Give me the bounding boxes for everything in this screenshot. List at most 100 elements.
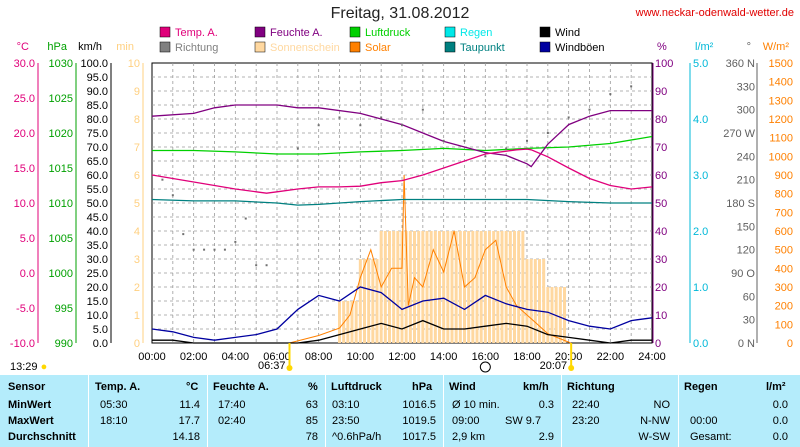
legend-swatch <box>444 26 456 38</box>
sunshine-bar <box>417 231 421 343</box>
y-tick-label: 240 <box>737 151 755 163</box>
direction-point <box>567 116 570 119</box>
direction-point <box>526 139 528 142</box>
sunshine-bar <box>533 259 537 343</box>
axis-unit-label: W/m² <box>763 41 790 53</box>
y-tick-label: 0.0 <box>693 338 708 350</box>
table-header-rain-unit: l/m² <box>766 381 786 393</box>
y-tick-label: 5.0 <box>93 324 108 336</box>
y-tick-label: 1025 <box>49 93 73 105</box>
y-tick-label: 1000 <box>769 151 793 163</box>
y-tick-label: 360 N <box>726 58 755 70</box>
table-header-wind: Wind <box>449 381 476 393</box>
table-header-dir: Richtung <box>567 381 615 393</box>
legend-label: Solar <box>365 42 391 54</box>
site-link[interactable]: www.neckar-odenwald-wetter.de <box>635 7 794 19</box>
y-tick-label: 2.0 <box>693 226 708 238</box>
direction-point <box>161 178 164 181</box>
axis-unit-label: min <box>116 41 134 53</box>
sunshine-bar <box>413 231 416 343</box>
direction-point <box>296 147 299 150</box>
axis-unit-label: km/h <box>78 41 102 53</box>
y-tick-label: 90 <box>655 86 667 98</box>
y-tick-label: 120 <box>737 245 755 257</box>
sunshine-bar <box>438 231 441 343</box>
y-tick-label: 10.0 <box>87 310 108 322</box>
y-tick-label: 1015 <box>49 163 73 175</box>
y-tick-label: 3 <box>134 254 140 266</box>
sunshine-bar <box>546 287 550 343</box>
direction-point <box>338 116 341 119</box>
sunshine-bar <box>521 231 525 343</box>
table-header-temp: Temp. A. <box>95 381 141 393</box>
sunshine-bar <box>525 259 529 343</box>
table-cell-w-dir: SW 9.7 <box>505 415 542 427</box>
direction-point <box>234 240 237 243</box>
sun-duration: 13:29 ● <box>10 361 47 373</box>
legend-label: Richtung <box>175 42 218 54</box>
direction-point <box>171 194 174 197</box>
sun-time-label: 06:37 <box>258 360 286 372</box>
legend-swatch <box>349 26 361 38</box>
sunshine-bar <box>496 231 500 343</box>
legend-swatch <box>254 41 266 53</box>
table-cell-t-val: 14.18 <box>172 431 200 443</box>
x-tick-label: 24:00 <box>638 351 666 363</box>
legend-label: Wind <box>555 27 580 39</box>
direction-point <box>442 139 445 142</box>
y-tick-label: 0 <box>134 338 140 350</box>
y-tick-label: 65.0 <box>87 156 108 168</box>
table-cell-w-time: 2,9 km <box>452 431 486 443</box>
x-tick-label: 02:00 <box>180 351 208 363</box>
sunshine-bar <box>550 287 554 343</box>
direction-point <box>203 248 206 251</box>
sunshine-bar <box>371 259 375 343</box>
sunshine-bar <box>342 301 346 343</box>
direction-point <box>630 85 633 88</box>
y-tick-label: 1100 <box>769 133 793 145</box>
direction-point <box>546 132 549 134</box>
table-cell-label: Durchschnitt <box>8 431 76 443</box>
y-tick-label: 1030 <box>49 58 73 70</box>
y-tick-label: 60 <box>655 170 667 182</box>
legend-label: Feuchte A. <box>270 27 323 39</box>
table-row: MaxWert 18:10 17.7 02:40 85 23:50 1019.5 09:00 S… <box>0 415 800 430</box>
y-tick-label: 100 <box>655 58 673 70</box>
sunshine-bar <box>529 259 533 343</box>
table-cell-h-val: 85 <box>305 415 318 427</box>
y-tick-label: 30.0 <box>87 254 108 266</box>
y-tick-label: 40 <box>655 226 667 238</box>
direction-point <box>317 124 320 127</box>
x-tick-label: 12:00 <box>388 351 416 363</box>
table-cell-t-val: 17.7 <box>178 415 200 427</box>
table-cell-p-time: 03:10 <box>332 399 360 411</box>
sunshine-bar <box>400 231 404 343</box>
x-tick-label: 08:00 <box>305 351 333 363</box>
table-cell-w-time: Ø 10 min. <box>452 399 500 411</box>
y-tick-label: 270 W <box>723 128 755 140</box>
y-tick-label: 3.0 <box>693 170 708 182</box>
y-tick-label: 990 <box>55 338 73 350</box>
sunshine-bar <box>467 231 471 343</box>
y-tick-label: 150 <box>737 221 755 233</box>
sunshine-bar <box>404 231 408 343</box>
y-tick-label: 9 <box>134 86 140 98</box>
legend-label: Windböen <box>555 42 605 54</box>
x-tick-label: 20:00 <box>555 351 583 363</box>
y-tick-label: 30 <box>743 315 755 327</box>
sunshine-bar <box>338 301 341 343</box>
x-tick-label: 10:00 <box>347 351 375 363</box>
y-tick-label: 400 <box>775 263 793 275</box>
col-divider <box>561 375 562 447</box>
y-tick-label: 60 <box>743 291 755 303</box>
page-title: Freitag, 31.08.2012 <box>330 5 470 22</box>
y-tick-label: 1500 <box>769 58 793 70</box>
y-tick-label: 5 <box>134 198 140 210</box>
sun-marker-dot <box>286 365 293 371</box>
legend-label: Luftdruck <box>365 27 411 39</box>
direction-point <box>401 124 403 127</box>
y-tick-label: 10.0 <box>14 198 35 210</box>
y-tick-label: 7 <box>134 142 140 154</box>
series-line-luftdruck <box>152 135 653 155</box>
y-tick-label: 995 <box>55 303 73 315</box>
